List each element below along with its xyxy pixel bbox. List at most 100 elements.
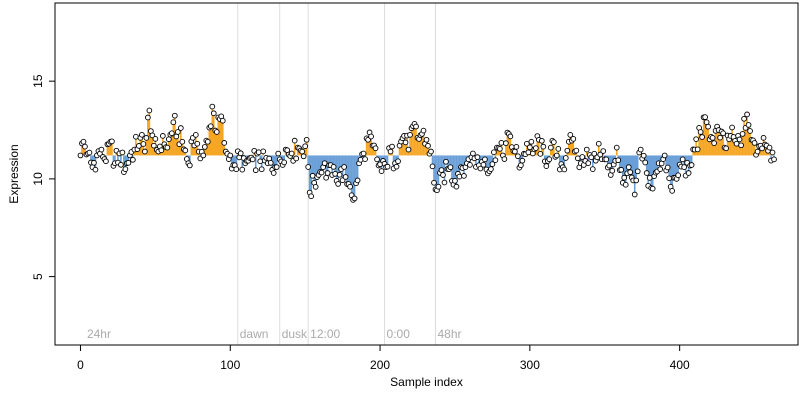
data-point bbox=[257, 158, 264, 165]
data-point bbox=[538, 137, 545, 144]
data-point bbox=[267, 159, 274, 166]
data-point bbox=[553, 152, 560, 159]
data-point bbox=[384, 163, 391, 170]
data-point bbox=[633, 177, 640, 184]
data-point bbox=[200, 152, 207, 159]
y-tick-label: 5 bbox=[31, 273, 45, 280]
data-point bbox=[637, 146, 644, 153]
data-point bbox=[293, 155, 300, 162]
data-point bbox=[693, 136, 699, 143]
data-point bbox=[513, 143, 520, 150]
data-point bbox=[122, 166, 129, 172]
data-point bbox=[302, 143, 309, 150]
data-point bbox=[550, 139, 557, 145]
data-point bbox=[423, 136, 430, 143]
data-point bbox=[697, 129, 704, 135]
data-point bbox=[664, 164, 671, 171]
data-point bbox=[374, 156, 380, 163]
data-point bbox=[125, 159, 132, 166]
data-point bbox=[723, 145, 729, 152]
data-point bbox=[702, 114, 708, 120]
data-point bbox=[452, 177, 458, 184]
data-point bbox=[447, 164, 454, 171]
data-point bbox=[431, 179, 437, 186]
data-point bbox=[341, 164, 347, 170]
data-point bbox=[435, 183, 442, 190]
data-point bbox=[145, 114, 151, 121]
data-point bbox=[528, 138, 535, 145]
data-point bbox=[760, 134, 767, 141]
data-point bbox=[239, 166, 246, 173]
data-point bbox=[347, 183, 353, 190]
data-point bbox=[209, 103, 216, 110]
data-point bbox=[477, 165, 484, 172]
data-point bbox=[474, 154, 481, 161]
data-point bbox=[142, 148, 148, 155]
data-point bbox=[92, 166, 99, 173]
data-point bbox=[603, 156, 610, 163]
data-point bbox=[480, 161, 487, 168]
data-point bbox=[512, 148, 518, 155]
data-point bbox=[589, 166, 596, 172]
data-point bbox=[525, 149, 532, 156]
data-point bbox=[378, 168, 385, 174]
data-point bbox=[130, 156, 136, 163]
data-point bbox=[330, 164, 337, 170]
data-point bbox=[579, 154, 586, 160]
x-tick-label: 100 bbox=[220, 358, 240, 372]
data-point bbox=[609, 167, 616, 174]
data-point bbox=[387, 148, 394, 155]
data-point bbox=[402, 139, 409, 146]
data-point bbox=[769, 149, 776, 156]
data-point bbox=[357, 156, 364, 163]
data-point bbox=[694, 146, 701, 153]
data-point bbox=[507, 133, 514, 140]
data-point bbox=[179, 138, 186, 145]
data-point bbox=[438, 167, 445, 173]
data-point bbox=[729, 124, 735, 131]
data-point bbox=[323, 174, 329, 181]
data-point bbox=[146, 107, 153, 114]
time-annotation-label: dusk bbox=[282, 327, 308, 341]
data-point bbox=[318, 169, 325, 176]
data-point bbox=[583, 146, 590, 153]
data-point bbox=[461, 173, 467, 179]
data-point bbox=[736, 136, 743, 143]
data-point bbox=[705, 123, 711, 130]
data-point bbox=[308, 193, 315, 200]
data-point bbox=[227, 152, 234, 159]
data-point bbox=[428, 148, 434, 155]
data-point bbox=[165, 136, 172, 143]
data-point bbox=[497, 145, 503, 152]
data-point bbox=[482, 156, 488, 163]
data-point bbox=[303, 136, 310, 143]
data-point bbox=[221, 140, 228, 146]
data-point bbox=[631, 191, 638, 198]
data-point bbox=[627, 169, 634, 176]
time-annotations: 24hr dawn dusk 12:00 0:00 48hr bbox=[87, 327, 462, 341]
data-point bbox=[213, 129, 220, 135]
data-point bbox=[86, 149, 93, 156]
data-point bbox=[711, 140, 717, 146]
data-point bbox=[562, 155, 569, 161]
data-point bbox=[389, 143, 395, 150]
data-point bbox=[207, 123, 214, 130]
time-annotation-label: dawn bbox=[240, 327, 269, 341]
data-point bbox=[456, 173, 463, 180]
data-point bbox=[679, 156, 686, 163]
data-point bbox=[634, 168, 641, 175]
x-tick-label: 0 bbox=[77, 358, 84, 372]
data-point bbox=[429, 163, 436, 170]
data-point bbox=[738, 142, 744, 149]
data-point bbox=[440, 172, 446, 178]
data-point bbox=[182, 147, 189, 154]
data-point bbox=[299, 148, 306, 155]
data-point bbox=[720, 130, 726, 137]
data-point bbox=[336, 171, 343, 178]
x-axis: 0 100 200 300 400 bbox=[77, 344, 690, 372]
data-point bbox=[688, 162, 695, 168]
data-point bbox=[739, 131, 746, 137]
data-point bbox=[152, 136, 159, 142]
data-point bbox=[118, 161, 124, 168]
